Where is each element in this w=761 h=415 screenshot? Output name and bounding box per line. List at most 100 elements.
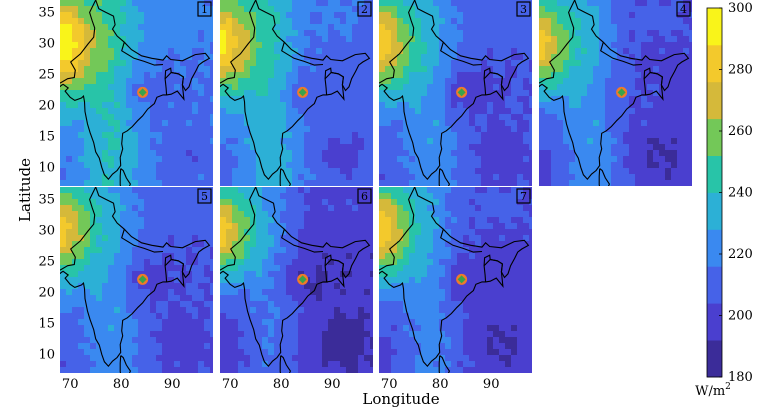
- y-tick-label: 20: [38, 98, 55, 113]
- nepal-border: [281, 229, 324, 253]
- nepal-border: [440, 229, 483, 253]
- nepal-border: [121, 42, 164, 66]
- colorbar-segment: [707, 340, 722, 378]
- panel-number-badge: 4: [676, 1, 691, 17]
- x-tick-label: 90: [324, 377, 341, 392]
- bangladesh-border: [164, 258, 185, 288]
- panel-number: 3: [520, 3, 527, 16]
- flux-field: [60, 187, 213, 373]
- bangladesh-border: [164, 71, 185, 101]
- colorbar-unit: W/m2: [695, 382, 731, 399]
- coastline: [379, 187, 530, 368]
- colorbar-tick-label: 240: [728, 186, 753, 201]
- x-axis-label: Longitude: [362, 390, 439, 408]
- panel-number: 6: [361, 190, 368, 203]
- country-border: [220, 0, 257, 84]
- y-tick-label: 10: [38, 347, 55, 362]
- x-tick-label: 90: [164, 377, 181, 392]
- colorbar-segment: [707, 118, 722, 156]
- country-border: [379, 187, 416, 271]
- panel-number: 7: [520, 190, 527, 203]
- x-tick-label: 70: [62, 377, 79, 392]
- x-tick-label: 70: [222, 377, 239, 392]
- coastline: [60, 0, 211, 181]
- x-tick-label: 70: [381, 377, 398, 392]
- station-marker-inner: [457, 88, 466, 97]
- y-tick-label: 30: [38, 36, 55, 51]
- nepal-border: [121, 229, 164, 253]
- panel-number: 2: [361, 3, 368, 16]
- station-marker-inner: [457, 275, 466, 284]
- country-border: [379, 0, 416, 84]
- coastline: [379, 0, 530, 181]
- colorbar-tick-label: 200: [728, 309, 753, 324]
- y-tick-label: 15: [38, 316, 55, 331]
- map-panel-7: 7: [379, 187, 532, 373]
- station-marker-inner: [298, 275, 307, 284]
- y-tick-label: 10: [38, 160, 55, 175]
- station-marker-inner: [617, 88, 626, 97]
- colorbar-segment: [707, 229, 722, 267]
- map-panel-5: 5: [60, 187, 213, 373]
- station-marker-inner: [298, 88, 307, 97]
- map-panel-2: 2: [220, 0, 373, 186]
- country-border: [539, 0, 576, 84]
- colorbar-segment: [707, 192, 722, 230]
- sri-lanka-outline: [438, 355, 451, 373]
- x-tick-label: 90: [483, 377, 500, 392]
- panel-number: 4: [680, 3, 687, 16]
- map-panel-3: 3: [379, 0, 532, 186]
- coastline: [60, 187, 211, 368]
- panel-number-badge: 3: [516, 1, 531, 17]
- coastline: [220, 0, 371, 181]
- bangladesh-border: [324, 258, 345, 288]
- map-panel-4: 4: [539, 0, 692, 186]
- panel-number-badge: 6: [357, 188, 372, 204]
- y-tick-label: 20: [38, 285, 55, 300]
- coastline: [539, 0, 690, 181]
- colorbar-tick-label: 300: [728, 1, 753, 16]
- map-panel-1: 1: [60, 0, 213, 186]
- nepal-border: [600, 42, 643, 66]
- y-tick-labels: 10 15 20 25 30 35 10 15 20 25 30 35: [38, 5, 55, 362]
- y-tick-label: 25: [38, 254, 55, 269]
- colorbar-tick-label: 220: [728, 247, 753, 262]
- colorbar-segment: [707, 81, 722, 120]
- flux-field: [379, 187, 532, 373]
- station-marker-inner: [138, 88, 147, 97]
- y-tick-label: 35: [38, 192, 55, 207]
- coastline: [220, 187, 371, 368]
- colorbar-tick-label: 260: [728, 124, 753, 139]
- panel-number: 5: [201, 190, 208, 203]
- y-tick-label: 35: [38, 5, 55, 20]
- flux-field: [220, 0, 373, 186]
- colorbar-segment: [707, 266, 722, 304]
- colorbar-segment: [707, 303, 722, 341]
- x-tick-label: 80: [113, 377, 130, 392]
- nepal-border: [281, 42, 324, 66]
- station-marker-inner: [138, 275, 147, 284]
- sri-lanka-outline: [119, 355, 132, 373]
- colorbar-segment: [707, 44, 722, 83]
- bangladesh-border: [483, 71, 504, 101]
- sri-lanka-outline: [438, 168, 451, 186]
- bangladesh-border: [483, 258, 504, 288]
- country-border: [220, 187, 257, 271]
- x-tick-label: 80: [432, 377, 449, 392]
- sri-lanka-outline: [279, 168, 292, 186]
- colorbar-tick-label: 180: [728, 370, 753, 385]
- sri-lanka-outline: [279, 355, 292, 373]
- colorbar-segment: [707, 8, 722, 46]
- panel-number-badge: 2: [357, 1, 372, 17]
- colorbar-tick-label: 280: [728, 63, 753, 78]
- y-axis-label: Latitude: [16, 158, 34, 222]
- x-tick-labels: 70 80 90 70 80 90 70 80 90: [62, 377, 500, 392]
- bangladesh-border: [643, 71, 664, 101]
- colorbar-segment: [707, 155, 722, 193]
- panel-number: 1: [201, 3, 208, 16]
- country-border: [60, 0, 97, 84]
- panel-grid: 1 2 3 4 5 6 7: [60, 0, 692, 373]
- bangladesh-border: [324, 71, 345, 101]
- y-tick-label: 25: [38, 67, 55, 82]
